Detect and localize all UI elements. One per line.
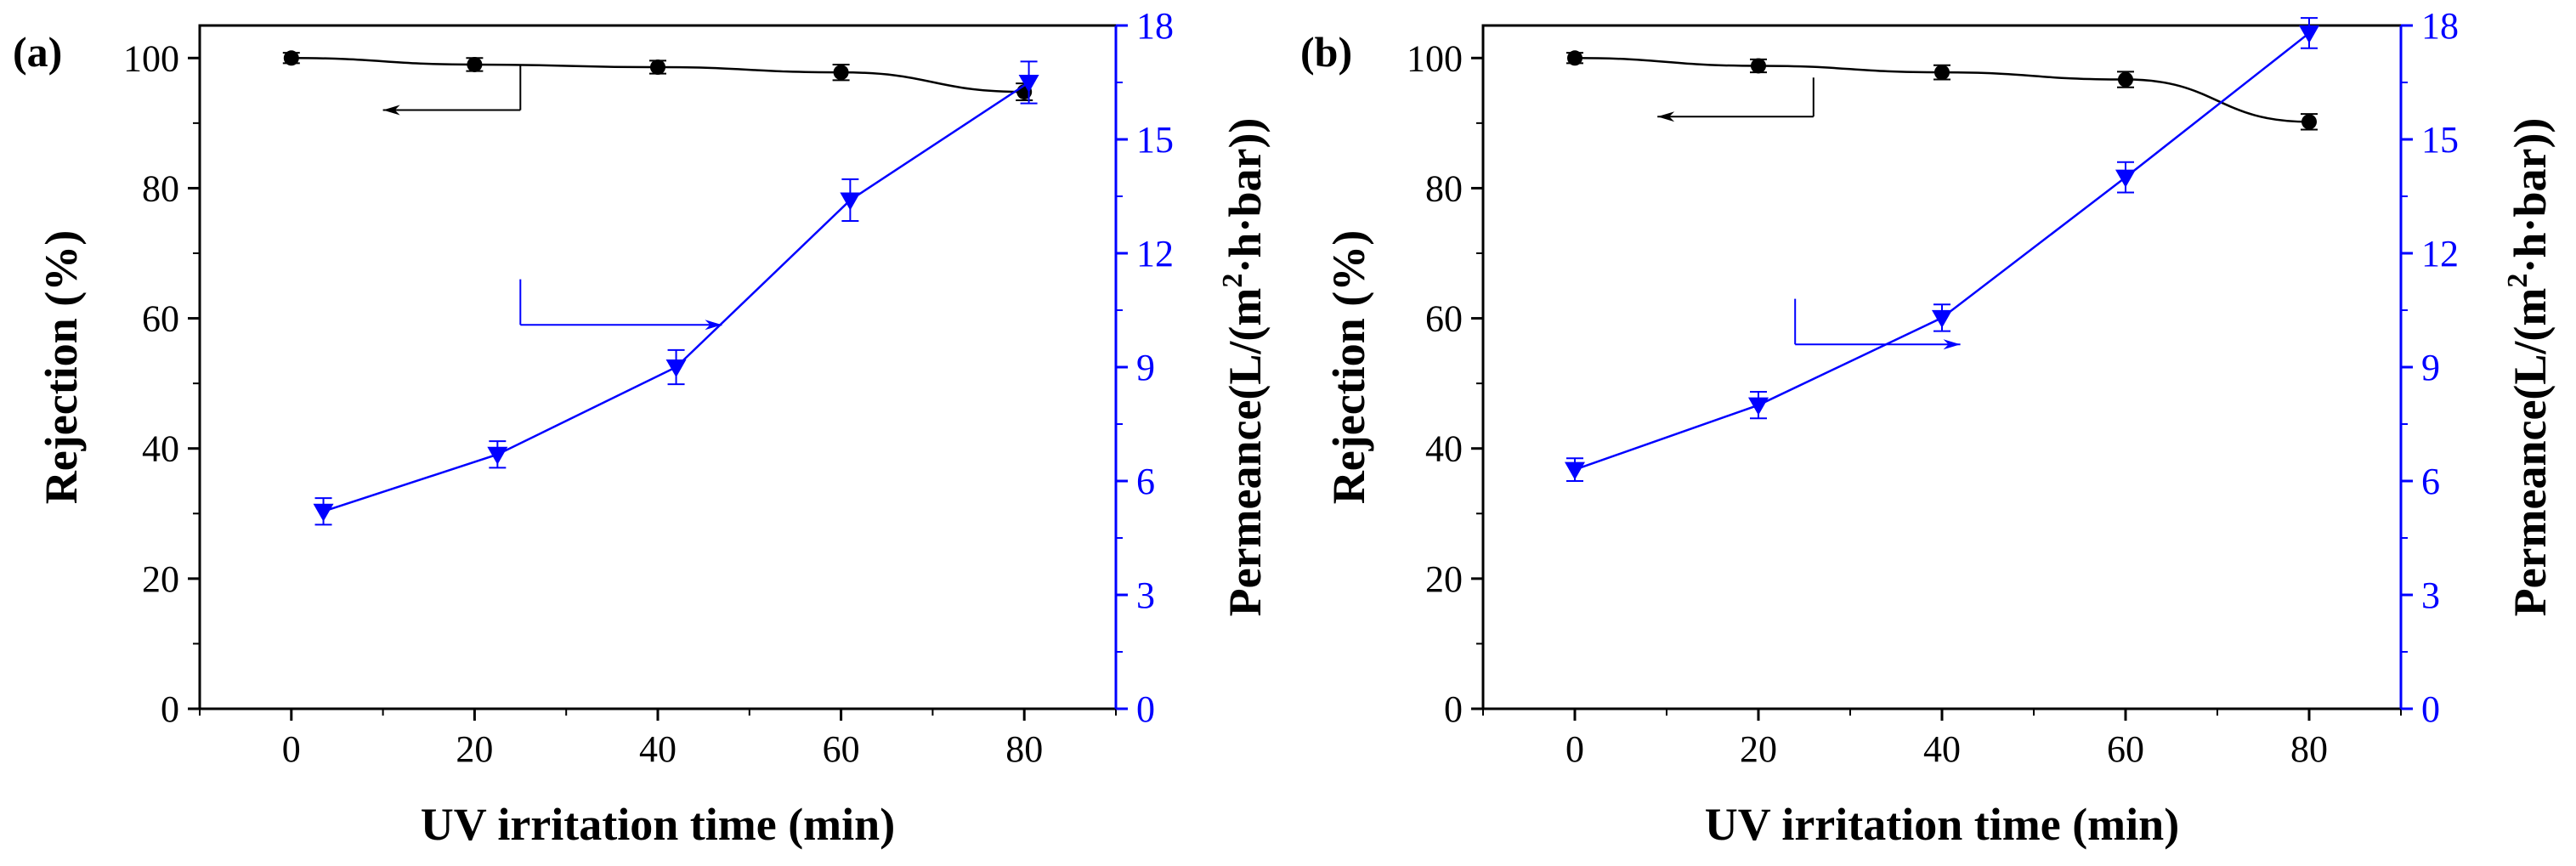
x-tick-label: 80 [2290,728,2328,770]
y-left-tick-label: 100 [1407,37,1463,79]
y-left-tick-label: 40 [1425,428,1463,470]
x-tick-label: 0 [282,728,301,770]
y-right-tick-label: 12 [2421,233,2459,275]
y-left-tick-label: 0 [1444,688,1463,730]
x-axis-label: UV irritation time (min) [1705,799,2179,850]
y-axis-right-label: Permeance(L/(m2·h·bar)) [2502,118,2556,617]
panel-a: 0 20 40 60 80 0 20 40 60 80 100 0 3 6 9 12 15 18 (a) UV i… [13,5,1271,850]
y-left-tick-label: 80 [1425,167,1463,209]
y-right-tick-label: 3 [1136,575,1155,616]
x-tick-label: 20 [1740,728,1777,770]
data-point-permeance [313,503,334,522]
x-tick-label: 40 [639,728,677,770]
panel-label: (b) [1300,28,1352,76]
y-right-tick-label: 15 [2421,119,2459,161]
series-line-permeance [1574,31,2310,471]
y-right-tick-label: 6 [2421,461,2440,502]
y-left-tick-label: 0 [161,688,179,730]
data-point-permeance [487,446,508,465]
y-right-tick-label: 9 [2421,347,2440,388]
data-point-permeance [665,359,687,377]
arrow-head [705,320,722,331]
arrow-head [382,105,400,116]
data-point-rejection [650,59,665,76]
data-point-rejection [2301,114,2317,130]
data-point-rejection [833,65,849,81]
y-left-tick-label: 40 [142,428,179,470]
data-point-rejection [2118,71,2133,88]
y-axis-left-label: Rejection (%) [1323,230,1374,504]
data-point-permeance [1748,397,1769,416]
data-point-rejection [1751,58,1766,74]
panel-b: 0 20 40 60 80 0 20 40 60 80 100 0 3 6 9 12 15 18 (b) UV i… [1300,5,2556,850]
y-left-tick-label: 60 [142,298,179,340]
data-point-permeance [1565,461,1585,480]
plot-frame [1481,24,2403,710]
data-point-permeance [2299,25,2319,43]
y-left-tick-label: 80 [142,167,179,209]
y-left-tick-label: 20 [1425,558,1463,600]
data-point-rejection [1567,50,1582,66]
x-tick-label: 60 [823,728,860,770]
data-point-permeance [1932,309,1952,328]
x-tick-label: 0 [1565,728,1584,770]
y-right-tick-label: 18 [2421,5,2459,47]
x-tick-label: 20 [456,728,493,770]
series-line-permeance [323,81,1030,512]
data-point-rejection [283,50,299,66]
data-point-rejection [1934,65,1950,81]
x-tick-label: 60 [2107,728,2144,770]
plot-frame [198,24,1118,710]
panel-label: (a) [13,28,62,76]
y-right-tick-label: 3 [2421,575,2440,616]
data-point-permeance [2115,169,2136,188]
data-point-rejection [467,56,483,72]
arrow-head [1657,111,1675,122]
y-axis-left-label: Rejection (%) [36,230,87,504]
arrow-head [1943,339,1961,350]
y-axis-right-label: Permeance(L/(m2·h·bar)) [1217,118,1271,617]
x-tick-label: 80 [1005,728,1043,770]
y-left-tick-label: 20 [142,558,179,600]
x-axis-label: UV irritation time (min) [421,799,895,850]
y-right-tick-label: 6 [1136,461,1155,502]
y-right-tick-label: 0 [1136,688,1155,730]
y-right-tick-label: 12 [1136,233,1174,275]
data-point-permeance [1018,75,1039,93]
y-right-tick-label: 0 [2421,688,2440,730]
y-left-tick-label: 100 [123,37,179,79]
x-tick-label: 40 [1923,728,1961,770]
y-left-tick-label: 60 [1425,298,1463,340]
y-right-tick-label: 18 [1136,5,1174,47]
y-right-tick-label: 15 [1136,119,1174,161]
y-right-tick-label: 9 [1136,347,1155,388]
data-point-permeance [840,192,861,211]
